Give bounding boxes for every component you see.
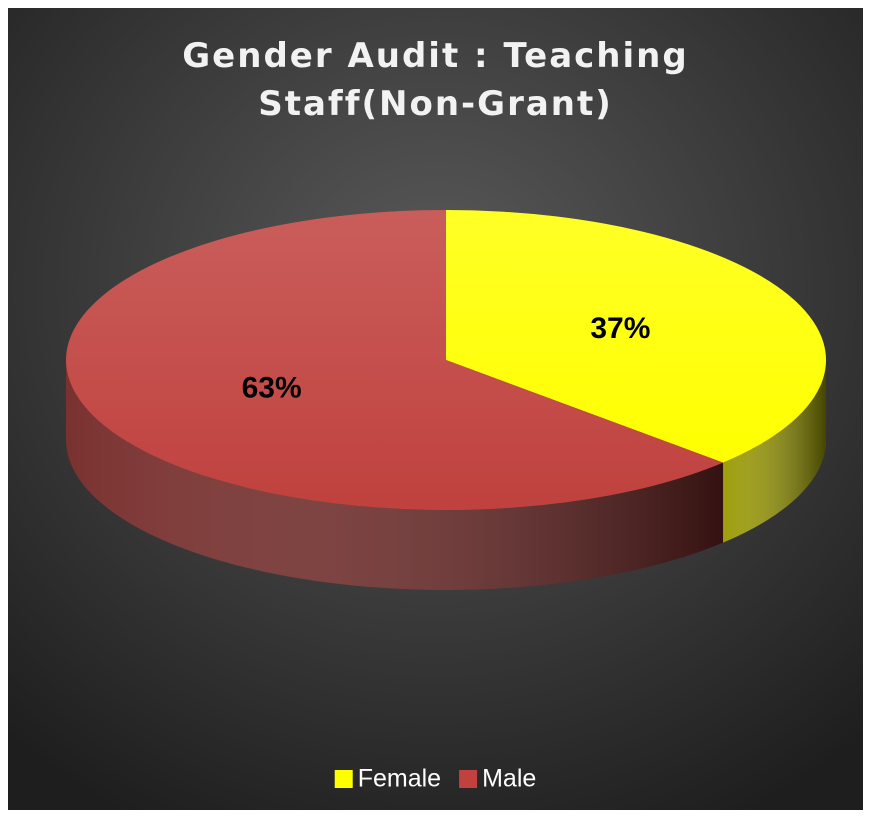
legend-swatch	[334, 770, 353, 788]
legend-label: Female	[358, 765, 441, 793]
data-label: 37%	[590, 312, 650, 345]
slice-shade	[446, 210, 827, 463]
legend-swatch	[459, 770, 478, 788]
slice-shade	[66, 210, 724, 510]
data-label: 63%	[242, 372, 302, 405]
legend-label: Male	[482, 765, 536, 793]
slice-side-shade	[66, 360, 724, 590]
slice-side-shade	[723, 360, 826, 543]
chart-title: Gender Audit : Teaching Staff(Non-Grant)	[182, 36, 689, 124]
